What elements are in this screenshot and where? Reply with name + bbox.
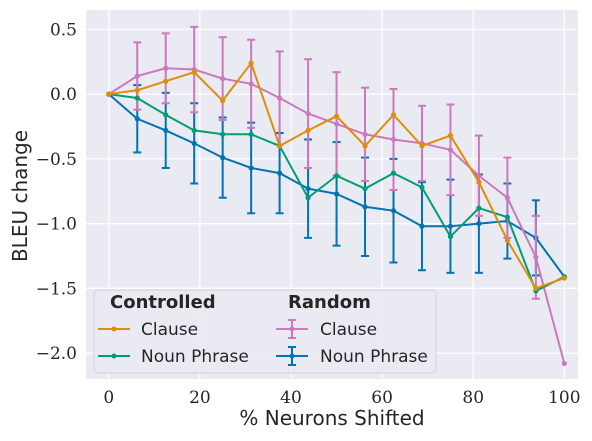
series-layer [106,25,567,367]
point-random-clause-9 [362,131,368,137]
point-random-noun-phrase-7 [305,186,311,192]
y-tick-labels: 0.5 0.0 −0.5 −1.0 −1.5 −2.0 [36,20,77,364]
point-controlled-noun-phrase-11 [419,184,425,190]
point-controlled-clause-13 [476,179,482,185]
point-random-clause-6 [277,95,283,101]
legend-marker-random-noun-phrase [289,353,295,359]
point-controlled-clause-14 [504,237,510,244]
point-random-clause-16 [561,360,567,367]
point-controlled-noun-phrase-5 [248,131,254,137]
x-tick-label-4: 80 [462,388,484,408]
y-tick-label-1: 0.0 [50,85,77,105]
point-controlled-noun-phrase-4 [220,131,226,137]
point-controlled-noun-phrase-2 [163,112,169,118]
point-random-noun-phrase-1 [134,116,140,122]
legend-label-random-noun-phrase: Noun Phrase [320,347,428,367]
point-random-clause-15 [533,254,539,260]
point-random-clause-8 [333,121,340,127]
point-random-noun-phrase-4 [220,155,226,161]
point-controlled-noun-phrase-7 [305,195,311,201]
x-tick-labels: 0 20 40 60 80 100 [103,388,580,408]
x-axis-title: % Neurons Shifted [239,406,424,430]
point-random-clause-10 [390,136,397,143]
point-random-noun-phrase-8 [333,191,340,197]
point-controlled-clause-5 [248,60,254,66]
point-random-clause-2 [163,65,169,71]
point-random-clause-4 [220,76,226,82]
point-controlled-clause-2 [163,78,169,84]
x-tick-label-3: 60 [371,388,393,408]
y-tick-label-5: −2.0 [36,344,77,364]
point-controlled-clause-10 [390,112,397,118]
point-controlled-clause-0 [106,91,112,97]
point-controlled-clause-9 [362,143,368,149]
point-controlled-noun-phrase-8 [333,173,340,179]
y-axis-title: BLEU change [8,130,32,262]
point-random-noun-phrase-11 [419,223,425,229]
point-controlled-clause-1 [134,87,140,93]
point-controlled-clause-12 [447,132,454,139]
x-tick-label-1: 20 [189,388,211,408]
point-random-clause-14 [504,195,510,201]
x-tick-label-2: 40 [280,388,302,408]
point-controlled-clause-8 [333,113,340,119]
point-controlled-clause-6 [277,143,283,149]
point-random-noun-phrase-9 [362,204,368,210]
legend-group-random: Random [288,292,371,313]
point-random-clause-13 [476,173,482,179]
legend-label-controlled-noun-phrase: Noun Phrase [141,347,249,367]
point-controlled-noun-phrase-9 [362,186,368,192]
point-controlled-noun-phrase-10 [390,170,397,176]
y-tick-label-0: 0.5 [50,20,77,40]
legend-marker-controlled-noun-phrase [111,353,117,359]
x-tick-label-0: 0 [103,388,114,408]
point-random-noun-phrase-2 [163,127,169,134]
series-random-clause [106,25,567,367]
point-controlled-noun-phrase-12 [447,233,454,240]
point-random-clause-1 [134,73,140,79]
series-controlled-clause [106,60,567,291]
point-random-noun-phrase-13 [476,221,482,227]
point-controlled-noun-phrase-13 [476,205,482,211]
x-tick-label-5: 100 [548,388,580,408]
point-random-noun-phrase-6 [277,170,283,176]
y-tick-label-3: −1.0 [36,215,77,235]
grid [86,10,578,379]
legend-label-random-clause: Clause [320,320,377,340]
point-random-noun-phrase-5 [248,165,254,171]
point-controlled-clause-11 [419,143,425,149]
point-controlled-clause-7 [305,127,311,134]
point-controlled-noun-phrase-14 [504,214,510,220]
point-controlled-noun-phrase-3 [191,127,197,134]
point-random-noun-phrase-3 [191,140,197,146]
point-controlled-noun-phrase-1 [134,95,140,101]
legend-box [93,289,437,374]
legend-group-controlled: Controlled [110,292,216,313]
legend-marker-random-clause [289,326,295,332]
legend: Controlled Random Clause Noun Phrase Cla… [93,289,437,374]
y-tick-label-4: −1.5 [36,279,77,299]
point-random-clause-12 [447,147,454,153]
y-tick-label-2: −0.5 [36,150,77,170]
point-random-clause-5 [248,81,254,87]
point-controlled-clause-15 [533,285,539,291]
point-random-noun-phrase-12 [447,223,454,229]
legend-label-controlled-clause: Clause [141,320,198,340]
point-random-noun-phrase-10 [390,208,397,214]
point-controlled-clause-16 [561,275,567,281]
point-controlled-clause-3 [191,69,197,75]
point-controlled-clause-4 [220,98,226,104]
legend-marker-controlled-clause [111,326,117,332]
point-random-clause-7 [305,110,311,117]
